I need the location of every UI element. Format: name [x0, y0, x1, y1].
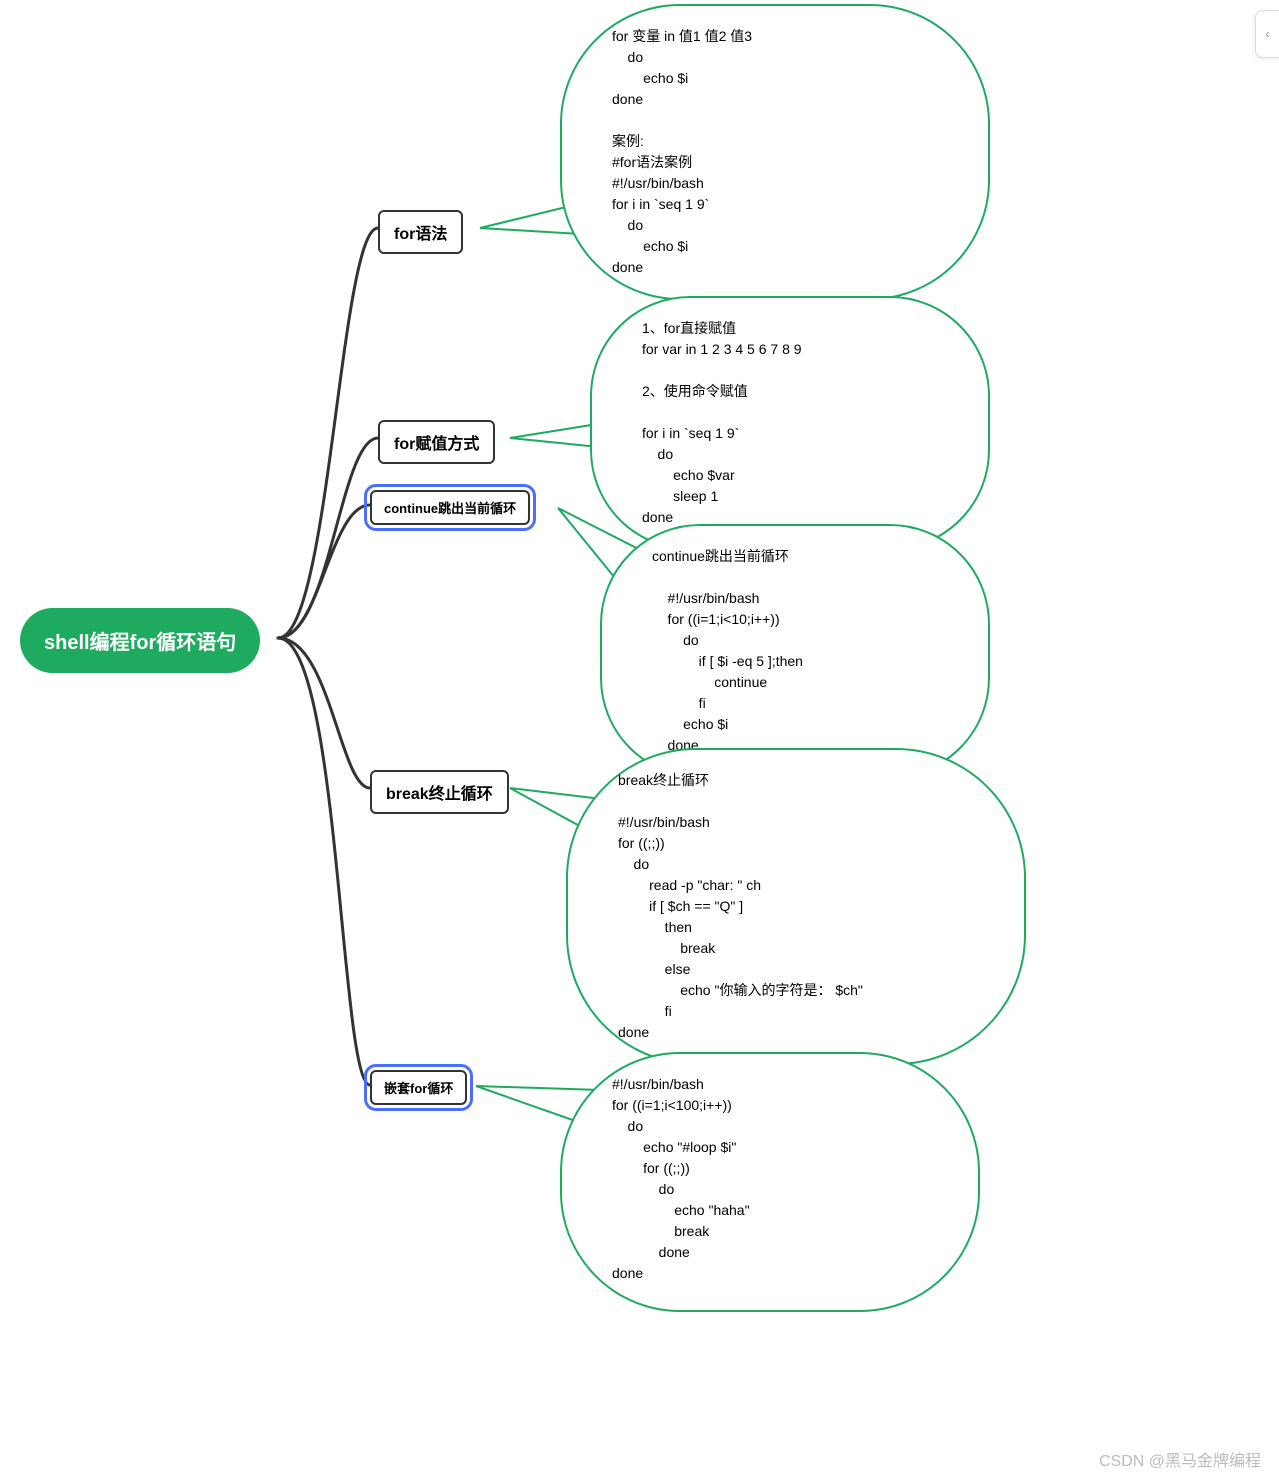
side-tab[interactable]: ‹	[1255, 10, 1279, 58]
bubble-b4: break终止循环 #!/usr/bin/bash for ((;;)) do …	[566, 748, 1026, 1065]
side-tab-label: ‹	[1266, 27, 1270, 41]
bubble-b1: for 变量 in 值1 值2 值3 do echo $i done 案例: #…	[560, 4, 990, 300]
sub-node-label: 嵌套for循环	[384, 1081, 453, 1096]
root-label: shell编程for循环语句	[44, 632, 236, 654]
root-node[interactable]: shell编程for循环语句	[20, 608, 260, 673]
sub-node-n1[interactable]: for语法	[378, 210, 463, 254]
sub-node-n3[interactable]: continue跳出当前循环	[370, 490, 530, 525]
connector	[278, 505, 370, 638]
sub-node-label: for赋值方式	[394, 436, 479, 453]
bubble-text: for 变量 in 值1 值2 值3 do echo $i done 案例: #…	[612, 28, 752, 275]
connector	[278, 638, 370, 1085]
sub-node-n2[interactable]: for赋值方式	[378, 420, 495, 464]
watermark: CSDN @黑马金牌编程	[1099, 1447, 1261, 1471]
bubble-b3: continue跳出当前循环 #!/usr/bin/bash for ((i=1…	[600, 524, 990, 778]
bubble-text: break终止循环 #!/usr/bin/bash for ((;;)) do …	[618, 772, 863, 1040]
bubble-b5: #!/usr/bin/bash for ((i=1;i<100;i++)) do…	[560, 1052, 980, 1312]
mindmap-canvas: shell编程for循环语句 for语法 for赋值方式 continue跳出当前循…	[0, 0, 1279, 1483]
connector	[278, 228, 378, 638]
connector	[278, 438, 378, 638]
sub-node-label: for语法	[394, 226, 447, 243]
bubble-b2: 1、for直接赋值 for var in 1 2 3 4 5 6 7 8 9 2…	[590, 296, 990, 550]
sub-node-n5[interactable]: 嵌套for循环	[370, 1070, 467, 1105]
sub-node-label: break终止循环	[386, 786, 493, 803]
sub-node-label: continue跳出当前循环	[384, 501, 516, 516]
sub-node-n4[interactable]: break终止循环	[370, 770, 509, 814]
bubble-text: 1、for直接赋值 for var in 1 2 3 4 5 6 7 8 9 2…	[642, 320, 802, 525]
connector	[278, 638, 370, 788]
bubble-text: continue跳出当前循环 #!/usr/bin/bash for ((i=1…	[652, 548, 803, 753]
bubble-text: #!/usr/bin/bash for ((i=1;i<100;i++)) do…	[612, 1076, 750, 1281]
watermark-text: CSDN @黑马金牌编程	[1099, 1453, 1261, 1470]
